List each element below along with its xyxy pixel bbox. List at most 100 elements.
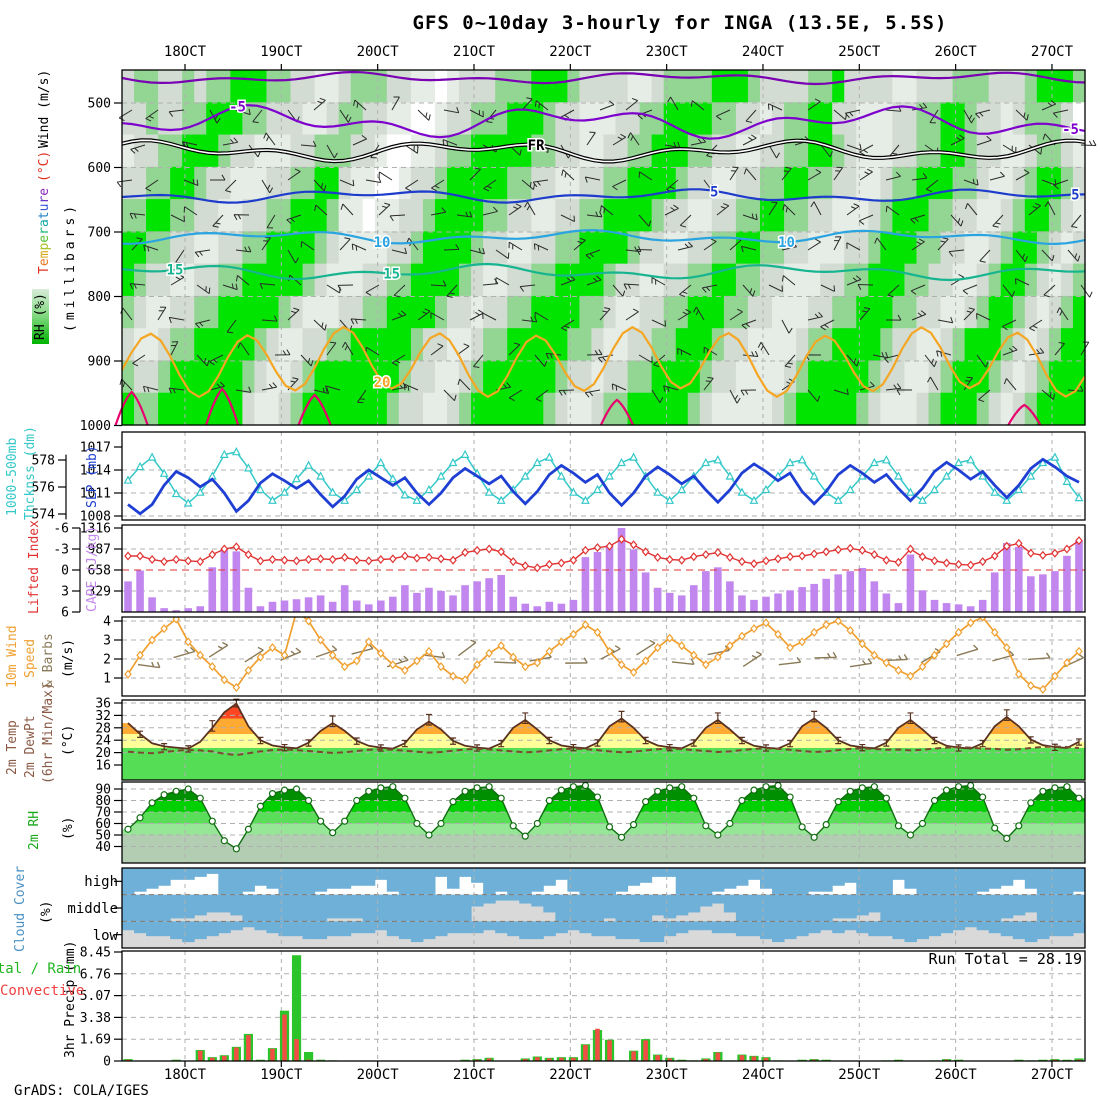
li-marker bbox=[196, 557, 205, 567]
tick-label: 1014 bbox=[80, 464, 111, 479]
wind-barb bbox=[391, 354, 406, 367]
rh-cell bbox=[134, 231, 147, 265]
cloud-bar bbox=[182, 868, 195, 880]
wind-barb bbox=[237, 342, 250, 356]
cloud-bar bbox=[266, 921, 279, 934]
wind-marker bbox=[232, 682, 241, 693]
cloud-bar bbox=[290, 868, 304, 895]
rh-cell bbox=[880, 70, 893, 103]
wind-barb bbox=[924, 354, 937, 368]
temperature-letter: e bbox=[37, 187, 52, 196]
wind-barb bbox=[341, 341, 354, 356]
rh-cell bbox=[1072, 295, 1086, 329]
rh-cell bbox=[434, 263, 448, 297]
rh-marker bbox=[449, 798, 457, 806]
cloud-bar bbox=[832, 894, 845, 919]
cape-bar bbox=[377, 600, 385, 612]
rh-cell bbox=[759, 328, 773, 362]
rh-cell bbox=[422, 134, 436, 168]
rh-cell bbox=[218, 166, 231, 200]
rh-cell bbox=[170, 70, 183, 103]
temp2m-label-3: (6hr Min/Max) bbox=[41, 682, 56, 784]
rh-cell bbox=[146, 392, 159, 426]
rh-cell bbox=[675, 392, 689, 426]
rh-cell bbox=[314, 392, 328, 426]
rh-cell bbox=[723, 263, 737, 297]
wind-barb bbox=[1070, 214, 1082, 228]
minmax-bar bbox=[618, 710, 625, 723]
rh-cell bbox=[206, 199, 219, 232]
rh-marker bbox=[389, 783, 397, 791]
precip-conv-bar bbox=[583, 1044, 588, 1061]
wind-barb bbox=[456, 343, 470, 356]
wind-barb bbox=[612, 133, 627, 146]
wind-barb bbox=[651, 319, 667, 327]
wind-barb bbox=[446, 284, 458, 298]
rh-cell bbox=[639, 70, 653, 103]
cloud-bar bbox=[206, 894, 219, 913]
wind-barb bbox=[586, 211, 603, 218]
precip-border bbox=[121, 950, 1086, 1062]
rh2m-label: 2m RH bbox=[27, 810, 42, 850]
cape-bar bbox=[978, 599, 987, 612]
rh-cell bbox=[507, 199, 520, 232]
rh-marker bbox=[798, 823, 806, 831]
rh-cell bbox=[699, 102, 713, 136]
cloud-bar bbox=[639, 868, 653, 883]
wind-barb bbox=[222, 283, 238, 291]
wind-barb bbox=[1002, 319, 1017, 331]
rh-cell bbox=[230, 392, 243, 426]
rh-cell bbox=[603, 360, 617, 394]
wind-barb bbox=[679, 284, 692, 298]
rh-cell bbox=[844, 134, 857, 168]
li-marker bbox=[894, 557, 903, 567]
cloud-bar bbox=[892, 894, 905, 922]
rh-cell bbox=[976, 199, 990, 232]
wind-series bbox=[124, 617, 1085, 694]
rh-cell bbox=[988, 392, 1002, 426]
wind-barb bbox=[350, 318, 367, 325]
cloud-bar bbox=[158, 921, 171, 937]
cloud-bar bbox=[422, 868, 436, 895]
rh-cell bbox=[507, 328, 520, 362]
li-marker bbox=[557, 558, 566, 568]
cape-bar bbox=[509, 596, 518, 612]
wind-marker bbox=[954, 627, 963, 637]
wind-barb bbox=[173, 646, 196, 659]
rh-cell bbox=[410, 231, 424, 265]
wind-barb bbox=[636, 249, 653, 256]
rh-cell bbox=[543, 263, 556, 297]
cloud-bar bbox=[988, 894, 1002, 922]
li-marker bbox=[990, 551, 999, 561]
cloud-bar bbox=[170, 868, 183, 880]
cloud-bar bbox=[711, 921, 725, 934]
rh-cell bbox=[350, 231, 364, 265]
rh-marker bbox=[232, 845, 240, 853]
cloud-bar bbox=[1024, 921, 1038, 943]
rh-cell bbox=[820, 328, 833, 362]
rh-cell bbox=[290, 134, 304, 168]
cloud-bar bbox=[434, 868, 448, 877]
rh-cell bbox=[964, 328, 978, 362]
rh-cell bbox=[880, 328, 893, 362]
rh-cell bbox=[531, 328, 544, 362]
cloud-bar bbox=[928, 894, 942, 922]
precip-conv-bar bbox=[571, 1057, 576, 1061]
rh-cell bbox=[820, 166, 833, 200]
cloud-bar bbox=[651, 894, 665, 916]
rh-cell bbox=[759, 231, 773, 265]
cape-bar bbox=[292, 599, 301, 612]
wind-marker bbox=[966, 618, 975, 628]
rh-cell bbox=[206, 166, 219, 200]
rh-cell bbox=[784, 263, 797, 297]
wind-marker bbox=[401, 665, 409, 675]
rh-marker bbox=[882, 794, 890, 802]
cloud-bar bbox=[1036, 921, 1050, 940]
rh-cell bbox=[290, 166, 304, 200]
rh-cell bbox=[1024, 392, 1038, 426]
cloud-bar bbox=[844, 868, 857, 883]
rh-marker bbox=[509, 822, 517, 830]
cloud-bar bbox=[808, 868, 821, 892]
